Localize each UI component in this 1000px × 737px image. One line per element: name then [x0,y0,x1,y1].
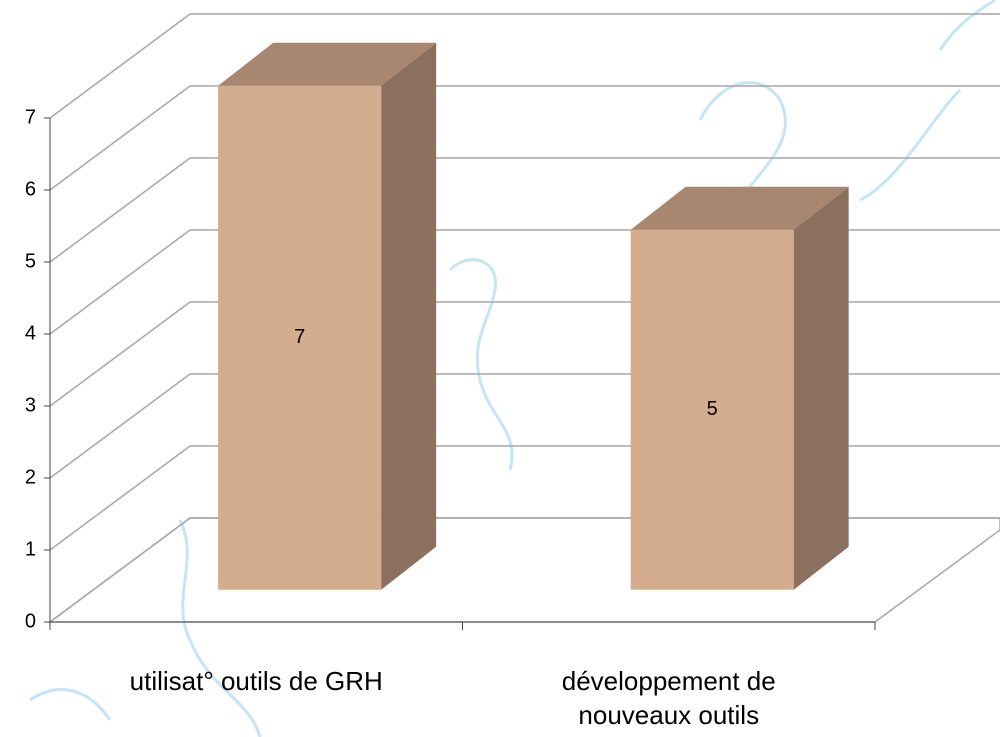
data-label: 5 [707,398,718,420]
chart: 0 1 2 3 4 5 6 7 7 5 [0,0,1000,737]
data-label: 7 [294,326,305,348]
grid-line [50,302,1000,406]
y-tick-label: 6 [25,178,36,200]
y-tick-label: 5 [25,250,36,272]
background-decoration [30,0,995,737]
bar-side [381,43,436,590]
grid-line [50,518,1000,622]
x-tick-label: développement de nouveaux outils [519,664,819,732]
y-tick-label: 1 [25,538,36,560]
grid-line [50,86,1000,190]
y-tick-label: 3 [25,394,36,416]
x-tick-label: utilisat° outils de GRH [86,664,426,698]
grid-line [50,446,1000,550]
floor [50,518,1000,622]
y-tick-label: 4 [25,322,36,344]
y-tick-label: 7 [25,106,36,128]
grid-line [50,14,1000,118]
y-tick-label: 2 [25,466,36,488]
grid-line [50,158,1000,262]
chart-area: 0 1 2 3 4 5 6 7 7 5 utilisat° outils de GRH dévelo… [0,0,1000,737]
bar-side [794,187,849,590]
y-tick-label: 0 [25,610,36,632]
grid-line [50,230,1000,334]
grid-line [50,374,1000,478]
